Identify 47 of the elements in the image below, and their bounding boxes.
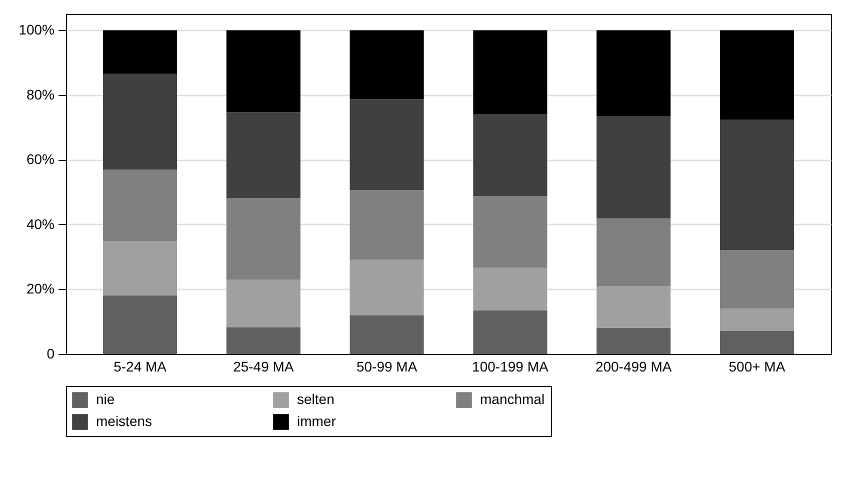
bar [350,99,424,190]
y-tick-label: 60% [26,151,54,168]
y-tick-label: 20% [26,280,54,297]
bar [350,315,424,354]
bar [473,310,548,354]
bar [596,286,671,328]
bar [596,328,671,354]
bar [720,250,794,309]
x-tick-label: 100-199 MA [472,358,549,374]
bar [720,308,794,332]
legend-label: nie [96,391,115,408]
bar [473,268,548,310]
legend-label: immer [297,413,336,429]
legend-label: meistens [96,413,152,429]
bar [473,114,548,196]
bar [350,190,424,260]
bar [596,30,671,116]
x-tick-label: 5-24 MA [114,358,168,374]
bar [103,170,178,241]
x-tick-label: 500+ MA [728,358,786,374]
bar [226,198,300,280]
y-tick-label: 40% [26,216,54,232]
bar [473,196,548,268]
bar [226,327,300,354]
bar [720,120,794,250]
bar [103,295,178,354]
y-tick-label: 100% [18,22,54,38]
bar [103,74,178,170]
x-tick-label: 25-49 MA [233,358,294,374]
bar [350,259,424,316]
bar [226,30,300,112]
y-tick-label: 0 [46,346,55,362]
bar [103,240,178,296]
bar [350,30,424,100]
bar [226,112,300,198]
bar [720,331,794,354]
y-tick-label: 80% [26,86,54,102]
x-tick-label: 200-499 MA [595,358,672,374]
bar [226,280,300,328]
legend-label: manchmal [480,391,545,408]
bar [596,218,671,286]
legend-label: selten [297,391,334,408]
bar [720,30,794,120]
bar [473,30,548,114]
x-tick-label: 50-99 MA [356,358,418,374]
bar [596,116,671,218]
bar [103,30,178,74]
